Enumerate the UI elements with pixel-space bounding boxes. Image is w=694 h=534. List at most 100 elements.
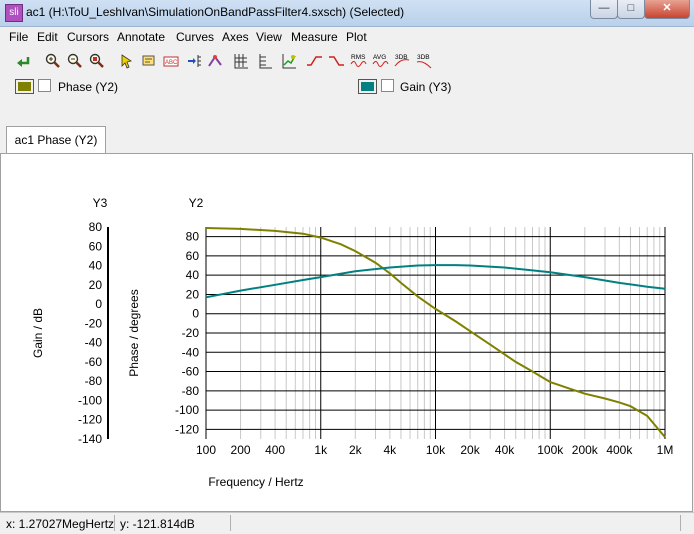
curve-style-button[interactable] xyxy=(206,52,224,70)
status-separator xyxy=(680,515,681,531)
menu-cursors[interactable]: Cursors xyxy=(67,30,110,44)
plot-panel: 100 200 400 1k 2k 4k 10k 20k 40k 100k 200k 400k 1M Fr… xyxy=(0,153,693,512)
menu-edit[interactable]: Edit xyxy=(37,30,58,44)
add-axis-button[interactable] xyxy=(186,52,204,70)
y3-tick-label: -60 xyxy=(85,355,103,369)
curve-style-icon xyxy=(208,55,222,67)
rise-icon xyxy=(307,56,322,66)
x-tick-label: 100k xyxy=(537,443,564,457)
grid-button[interactable] xyxy=(232,52,250,70)
y2-tick-label: 0 xyxy=(192,307,199,321)
menu-file[interactable]: File xyxy=(9,30,29,44)
y2-tick-label: -40 xyxy=(182,345,200,359)
x-tick-label: 4k xyxy=(383,443,397,457)
3db-high-button[interactable]: 3DB xyxy=(416,52,436,70)
add-axis-icon xyxy=(188,55,201,67)
annotate-button[interactable] xyxy=(140,52,158,70)
avg-label: AVG xyxy=(373,54,386,61)
maximize-button[interactable]: □ xyxy=(617,0,645,19)
x-tick-label: 40k xyxy=(495,443,515,457)
3db-low-button[interactable]: 3DB xyxy=(394,52,414,70)
y3-tick-label: 60 xyxy=(89,239,103,253)
x-tick-label: 1k xyxy=(314,443,328,457)
x-tick-label: 1M xyxy=(657,443,674,457)
y3-tick-label: 80 xyxy=(89,220,103,234)
x-tick-label: 200 xyxy=(231,443,251,457)
3db-high-icon: 3DB xyxy=(416,54,432,69)
zoom-out-button[interactable] xyxy=(66,52,84,70)
tick-icon xyxy=(259,54,272,69)
rms-label: RMS xyxy=(351,54,366,61)
grid-icon xyxy=(234,54,248,69)
x-tick-label: 10k xyxy=(426,443,446,457)
abc-icon: ABC xyxy=(163,56,179,67)
y2-tick-label: -60 xyxy=(182,365,200,379)
gain-checkbox[interactable] xyxy=(381,79,394,92)
x-tick-label: 200k xyxy=(572,443,599,457)
y3-tick-label: -140 xyxy=(78,432,102,446)
legend-bar: Phase (Y2) Gain (Y3) xyxy=(0,75,694,99)
y3-tick-label: -80 xyxy=(85,374,103,388)
y2-tick-label: 40 xyxy=(186,268,200,282)
chart[interactable]: 100 200 400 1k 2k 4k 10k 20k 40k 100k 200k 400k 1MFr… xyxy=(1,154,692,511)
app-icon: sli xyxy=(5,4,23,22)
fall-time-button[interactable] xyxy=(328,52,346,70)
x-tick-label: 400 xyxy=(265,443,285,457)
y3-axis-label: Gain / dB xyxy=(31,308,45,358)
phase-checkbox[interactable] xyxy=(38,79,51,92)
undo-button[interactable] xyxy=(14,52,32,70)
y3-tick-label: -20 xyxy=(85,316,103,330)
phase-color-swatch[interactable] xyxy=(15,79,34,94)
status-bar: x: 1.27027MegHertz y: -121.814dB xyxy=(0,512,694,534)
close-icon: ✕ xyxy=(662,2,672,14)
status-x-readout: x: 1.27027MegHertz xyxy=(6,517,115,531)
series-line-y3 xyxy=(205,264,666,299)
close-button[interactable]: ✕ xyxy=(644,0,690,19)
minimize-button[interactable]: — xyxy=(590,0,618,19)
label-button[interactable]: ABC xyxy=(162,52,180,70)
zoom-full-button[interactable] xyxy=(88,52,106,70)
y2-tick-label: 20 xyxy=(186,287,200,301)
tick-button[interactable] xyxy=(256,52,274,70)
y2-tick-label: -120 xyxy=(175,422,199,436)
zoom-in-icon xyxy=(45,53,60,68)
y2-tick-label: -100 xyxy=(175,403,199,417)
menu-axes[interactable]: Axes xyxy=(222,30,249,44)
x-axis-label: Frequency / Hertz xyxy=(208,475,303,489)
graph-icon xyxy=(282,54,296,69)
minimize-icon: — xyxy=(598,2,610,14)
rms-icon: RMS xyxy=(350,54,367,67)
avg-button[interactable]: AVG xyxy=(372,52,392,70)
y3-tick-label: 0 xyxy=(95,297,102,311)
menu-plot[interactable]: Plot xyxy=(346,30,367,44)
y2-axis-label: Phase / degrees xyxy=(127,289,141,376)
y3-tick-label: -120 xyxy=(78,413,102,427)
tab-ac1-phase[interactable]: ac1 Phase (Y2) xyxy=(6,126,106,153)
y2-tick-label: -80 xyxy=(182,384,200,398)
toolbar: ABC RMS AVG 3DB 3DB xyxy=(0,48,694,74)
y3-tick-label: 40 xyxy=(89,259,103,273)
y2-tick-label: 60 xyxy=(186,249,200,263)
y3-tick-label: -100 xyxy=(78,393,102,407)
cursor-icon xyxy=(121,54,132,69)
zoom-full-icon xyxy=(89,53,104,68)
menu-curves[interactable]: Curves xyxy=(176,30,215,44)
x-tick-label: 400k xyxy=(606,443,633,457)
zoom-in-button[interactable] xyxy=(44,52,62,70)
rms-button[interactable]: RMS xyxy=(350,52,370,70)
undo-arrow-icon xyxy=(17,57,30,67)
menu-annotate[interactable]: Annotate xyxy=(117,30,166,44)
3db-low-icon: 3DB xyxy=(394,54,410,67)
y2-axis-title: Y2 xyxy=(189,196,204,210)
menu-measure[interactable]: Measure xyxy=(291,30,338,44)
x-tick-label: 2k xyxy=(349,443,363,457)
gain-color-swatch[interactable] xyxy=(358,79,377,94)
tab-strip: ac1 Phase (Y2) xyxy=(0,126,694,154)
status-y-readout: y: -121.814dB xyxy=(120,517,195,531)
avg-icon: AVG xyxy=(372,54,389,67)
graph-button[interactable] xyxy=(280,52,298,70)
cursor-button[interactable] xyxy=(118,52,136,70)
rise-time-button[interactable] xyxy=(306,52,324,70)
menu-view[interactable]: View xyxy=(256,30,282,44)
status-separator xyxy=(230,515,231,531)
